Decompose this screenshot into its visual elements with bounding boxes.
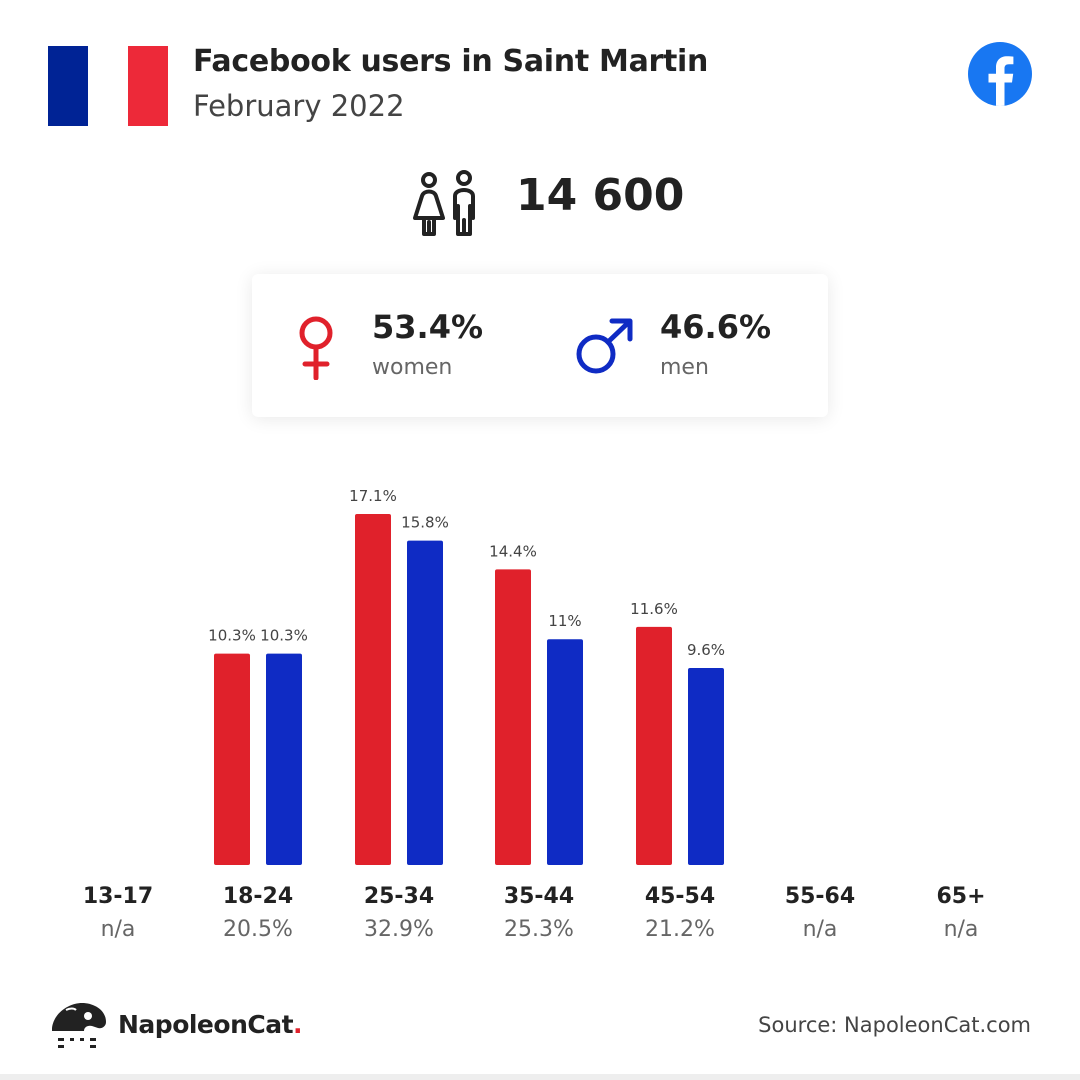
bar-45-54-men bbox=[688, 667, 724, 865]
bar-value-label: 9.6% bbox=[687, 641, 725, 659]
flag-blue-stripe bbox=[48, 46, 88, 126]
napoleoncat-logo-icon bbox=[52, 1003, 106, 1048]
total-users-value: 14 600 bbox=[516, 170, 685, 221]
age-gender-bar-chart: 10.3% 10.3% 17.1%15.8% 14.4% 11% 11.6% 9.6% bbox=[208, 487, 725, 865]
age-group-label: 13-17 bbox=[82, 884, 154, 909]
gender-card: 53.4% women 46.6% men bbox=[252, 274, 828, 417]
age-group-label: 18-24 bbox=[222, 884, 294, 909]
france-flag bbox=[48, 46, 168, 126]
bar-value-label: 11.6% bbox=[630, 600, 678, 618]
bar-value-label: 10.3% bbox=[260, 627, 308, 645]
bar-value-label: 17.1% bbox=[349, 487, 397, 505]
age-group-label: 35-44 bbox=[503, 884, 575, 909]
brand-name: NapoleonCat. bbox=[118, 1010, 303, 1039]
age-group-label: 25-34 bbox=[363, 884, 435, 909]
bar-35-44-men bbox=[547, 639, 583, 865]
women-label: women bbox=[372, 355, 453, 380]
men-label: men bbox=[660, 355, 709, 380]
age-group-share: 32.9% bbox=[364, 917, 434, 942]
facebook-icon bbox=[968, 42, 1032, 106]
men-percentage: 46.6% bbox=[660, 308, 772, 346]
bar-45-54-women bbox=[636, 626, 672, 865]
bar-35-44-women bbox=[495, 569, 531, 865]
age-group-label: 65+ bbox=[936, 884, 986, 909]
bar-value-label: 14.4% bbox=[489, 542, 537, 560]
age-group-share: 20.5% bbox=[223, 917, 293, 942]
age-group-share: 21.2% bbox=[645, 917, 715, 942]
bar-value-label: 11% bbox=[548, 612, 581, 630]
page-title: Facebook users in Saint Martin bbox=[193, 44, 709, 79]
male-symbol-icon bbox=[576, 318, 633, 374]
bar-18-24-women bbox=[214, 653, 250, 865]
bar-value-label: 15.8% bbox=[401, 514, 449, 532]
people-icon bbox=[413, 170, 475, 236]
bar-25-34-men bbox=[407, 540, 443, 865]
age-group-share: 25.3% bbox=[504, 917, 574, 942]
bar-18-24-men bbox=[266, 653, 302, 865]
bar-value-label: 10.3% bbox=[208, 627, 256, 645]
bar-25-34-women bbox=[355, 514, 391, 865]
age-group-share: n/a bbox=[802, 917, 838, 942]
flag-red-stripe bbox=[128, 46, 168, 126]
age-group-label: 45-54 bbox=[644, 884, 716, 909]
source-text: Source: NapoleonCat.com bbox=[758, 1013, 1031, 1037]
age-group-share: n/a bbox=[943, 917, 979, 942]
age-group-share: n/a bbox=[100, 917, 136, 942]
age-group-label: 55-64 bbox=[784, 884, 856, 909]
page-subtitle: February 2022 bbox=[193, 89, 405, 123]
flag-white-stripe bbox=[88, 46, 128, 126]
female-symbol-icon bbox=[299, 316, 333, 380]
women-percentage: 53.4% bbox=[372, 308, 484, 346]
bottom-strip bbox=[0, 1074, 1080, 1080]
